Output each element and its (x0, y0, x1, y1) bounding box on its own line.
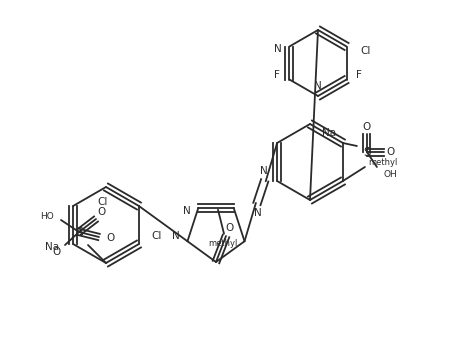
Text: OH: OH (384, 169, 398, 178)
Text: HO: HO (40, 211, 54, 220)
Text: N: N (274, 43, 282, 53)
Text: N: N (254, 208, 262, 218)
Text: N: N (172, 231, 180, 241)
Text: methyl: methyl (208, 239, 238, 248)
Text: Na: Na (322, 128, 336, 138)
Text: S: S (75, 226, 83, 238)
Text: Cl: Cl (151, 231, 161, 241)
Text: N: N (182, 206, 190, 216)
Text: O: O (225, 223, 233, 233)
Text: Cl: Cl (98, 197, 108, 207)
Text: O: O (97, 207, 105, 217)
Text: O: O (53, 247, 61, 257)
Text: Cl: Cl (361, 46, 371, 56)
Text: S: S (363, 146, 370, 158)
Text: methyl: methyl (368, 158, 397, 167)
Text: O: O (387, 147, 395, 157)
Text: F: F (275, 69, 281, 79)
Text: N: N (260, 166, 268, 176)
Text: F: F (356, 69, 362, 79)
Text: O: O (106, 233, 114, 243)
Text: O: O (363, 122, 371, 132)
Text: Na: Na (45, 242, 59, 252)
Text: N: N (314, 81, 322, 91)
